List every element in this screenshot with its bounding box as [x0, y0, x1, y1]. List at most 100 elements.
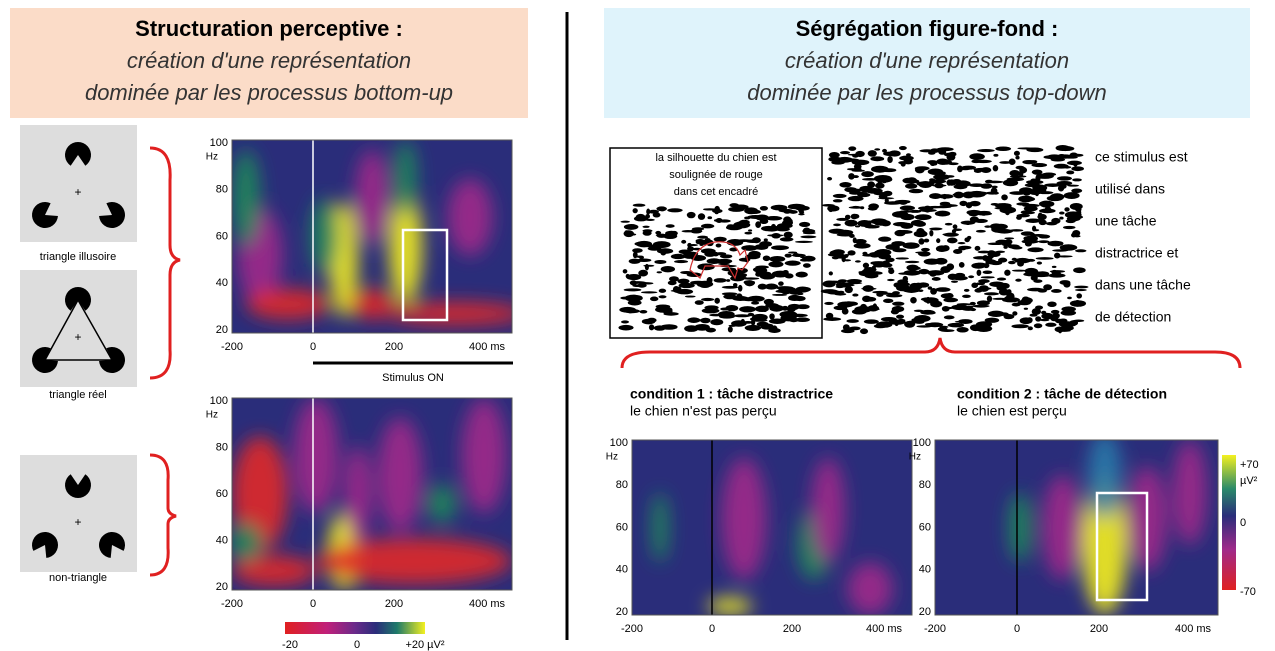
noise-blob	[943, 232, 959, 237]
noise-blob	[649, 296, 659, 302]
noise-blob	[681, 239, 687, 244]
pacman	[64, 474, 91, 499]
noise-blob	[800, 235, 817, 239]
noise-blob	[660, 266, 676, 273]
noise-blob	[768, 261, 784, 268]
noise-blob	[959, 166, 972, 171]
noise-blob	[1037, 213, 1047, 221]
noise-blob	[936, 238, 941, 244]
noise-blob	[982, 270, 993, 274]
noise-blob	[1003, 245, 1008, 249]
heatmap-blob	[377, 417, 423, 533]
noise-blob	[898, 145, 907, 151]
noise-blob	[1069, 203, 1083, 210]
noise-blob	[648, 324, 655, 331]
noise-blob	[795, 271, 808, 278]
noise-blob	[733, 314, 751, 318]
noise-blob	[1063, 192, 1080, 200]
noise-blob	[732, 282, 738, 288]
y-tick-label: 100	[913, 437, 931, 449]
noise-blob	[764, 283, 779, 290]
noise-blob	[824, 301, 834, 305]
noise-blob	[757, 283, 768, 290]
noise-blob	[978, 279, 990, 284]
noise-blob	[913, 282, 923, 290]
noise-blob	[929, 270, 937, 277]
noise-blob	[782, 219, 793, 227]
noise-blob	[943, 306, 955, 310]
noise-blob	[779, 237, 794, 242]
noise-blob	[929, 161, 936, 167]
side-text: utilisé dans	[1095, 181, 1165, 197]
noise-blob	[736, 205, 749, 209]
noise-blob	[887, 156, 893, 164]
figure: +	[20, 125, 137, 242]
noise-blob	[852, 293, 859, 297]
y-tick-label: 80	[216, 441, 228, 453]
noise-blob	[1008, 260, 1016, 265]
left-header	[10, 8, 528, 118]
noise-blob	[892, 248, 907, 253]
colorbar-label: 0	[1240, 517, 1246, 529]
noise-blob	[977, 250, 991, 254]
side-text: de détection	[1095, 309, 1171, 325]
noise-blob	[989, 223, 1003, 230]
y-unit: Hz	[909, 452, 921, 463]
heatmap	[232, 398, 512, 590]
noise-blob	[862, 178, 878, 181]
plot-frame	[231, 397, 513, 591]
noise-blob	[769, 313, 775, 320]
noise-blob	[882, 148, 887, 153]
noise-blob	[842, 324, 850, 331]
noise-blob	[962, 191, 975, 199]
noise-blob	[947, 273, 958, 280]
noise-blob	[851, 169, 865, 172]
y-tick-label: 100	[210, 137, 228, 149]
left-title: Structuration perceptive :	[135, 16, 403, 41]
noise-blob	[883, 298, 894, 304]
noise-blob	[1032, 184, 1048, 192]
noise-blob	[620, 320, 630, 324]
noise-blob	[1043, 284, 1053, 291]
noise-blob	[886, 293, 903, 298]
noise-blob	[849, 234, 855, 238]
noise-blob	[726, 279, 731, 282]
noise-blob	[707, 216, 713, 220]
noise-blob	[687, 317, 701, 323]
heatmap-blob	[428, 484, 456, 523]
heatmap-blob	[310, 197, 339, 276]
noise-blob	[902, 275, 909, 282]
pacman	[31, 532, 59, 558]
y-tick-label: 40	[216, 277, 228, 289]
noise-blob	[744, 207, 759, 215]
noise-blob	[1009, 170, 1021, 177]
noise-blob	[981, 213, 986, 216]
noise-blob	[913, 230, 928, 238]
noise-blob	[620, 220, 631, 223]
y-tick-label: 100	[210, 395, 228, 407]
noise-blob	[1027, 326, 1033, 331]
noise-blob	[853, 163, 862, 170]
box-text: dans cet encadré	[674, 186, 758, 198]
noise-blob	[1015, 155, 1020, 160]
noise-blob	[638, 269, 649, 277]
noise-blob	[841, 307, 849, 315]
colorbar-label: -20	[282, 639, 298, 651]
noise-blob	[725, 224, 743, 231]
noise-blob	[675, 288, 694, 295]
noise-blob	[973, 169, 982, 173]
noise-blob	[747, 215, 764, 219]
noise-blob	[1060, 310, 1077, 316]
noise-blob	[1059, 216, 1064, 220]
noise-blob	[759, 273, 776, 280]
heatmap-blob	[707, 597, 753, 615]
noise-blob	[848, 173, 855, 180]
noise-blob	[783, 231, 793, 239]
noise-blob	[896, 282, 910, 287]
x-tick-label: 400 ms	[1175, 623, 1212, 635]
noise-blob	[1031, 163, 1048, 168]
noise-blob	[699, 243, 704, 246]
noise-blob	[972, 304, 990, 308]
noise-blob	[781, 305, 789, 311]
noise-blob	[998, 288, 1010, 296]
